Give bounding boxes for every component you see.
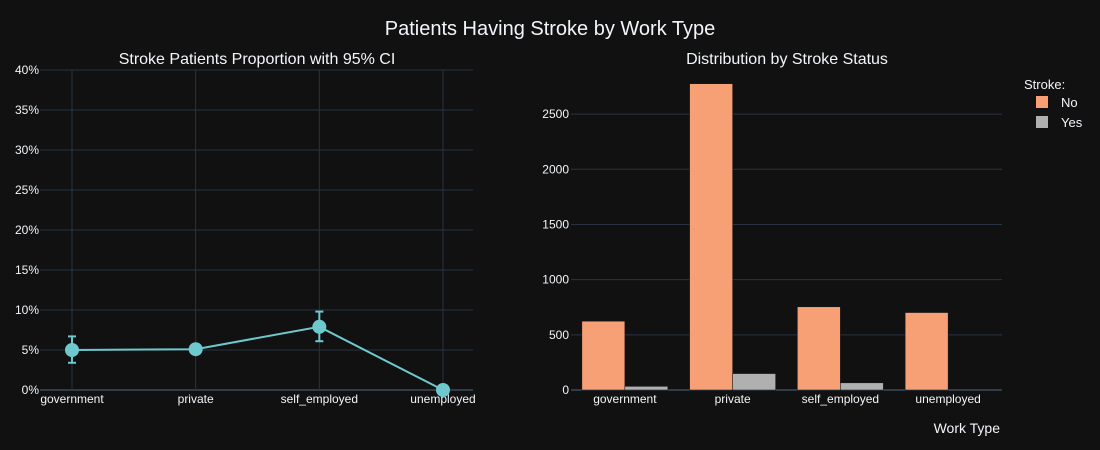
left-y-ticks: 0% 5% 10% 15% 20% 25% 30% 35% 40% [15, 63, 39, 397]
proportion-plot: Stroke Patients Proportion with 95% CI 0… [15, 51, 476, 406]
left-y-tick-label: 25% [15, 183, 39, 197]
left-y-tick-label: 0% [22, 383, 40, 397]
data-point-self_employed [312, 319, 327, 334]
bar-private-no [689, 83, 733, 391]
right-y-tick-label: 2000 [542, 162, 569, 176]
right-x-tick-label: private [715, 392, 751, 406]
legend-title: Stroke: [1024, 77, 1065, 92]
left-x-tick-label: private [178, 392, 214, 406]
right-x-tick-label: government [593, 392, 657, 406]
data-point-government [65, 343, 79, 357]
distribution-plot: Distribution by Stroke Status 0 500 1000 15… [542, 51, 1002, 436]
legend-label-yes: Yes [1061, 115, 1083, 130]
right-y-tick-label: 2500 [542, 107, 569, 121]
legend: Stroke: No Yes [1024, 77, 1083, 130]
bar-private-yes [732, 373, 776, 391]
data-point-private [188, 342, 203, 357]
legend-item-no[interactable]: No [1036, 95, 1078, 110]
right-y-tick-label: 1500 [542, 217, 569, 231]
right-y-tick-label: 0 [562, 383, 569, 397]
bar-government-yes [624, 386, 669, 391]
right-x-tick-label: self_employed [802, 392, 879, 406]
legend-item-yes[interactable]: Yes [1036, 115, 1083, 130]
left-x-ticks: government private self_employed unemployed [40, 392, 475, 406]
left-x-tick-label: government [40, 392, 104, 406]
bar-unemployed-no [904, 312, 949, 391]
left-points [65, 319, 450, 397]
left-subplot-title: Stroke Patients Proportion with 95% CI [119, 51, 396, 68]
right-x-tick-label: unemployed [915, 392, 980, 406]
left-y-tick-label: 5% [22, 343, 40, 357]
legend-label-no: No [1061, 95, 1078, 110]
left-x-tick-label: self_employed [281, 392, 358, 406]
right-subplot-title: Distribution by Stroke Status [686, 51, 888, 68]
left-y-tick-label: 35% [15, 103, 39, 117]
right-y-tick-label: 1000 [542, 273, 569, 287]
left-y-tick-label: 15% [15, 263, 39, 277]
proportion-line [71, 325, 444, 391]
bar-government-no [581, 320, 626, 391]
left-y-tick-label: 40% [15, 63, 39, 77]
legend-swatch-yes [1036, 116, 1048, 128]
right-bars [581, 83, 949, 391]
bar-self_employed-no [797, 306, 841, 391]
left-y-tick-label: 20% [15, 223, 39, 237]
left-y-tick-label: 30% [15, 143, 39, 157]
left-x-tick-label: unemployed [410, 392, 475, 406]
right-x-axis-title: Work Type [934, 420, 1001, 436]
left-grid [40, 69, 473, 391]
right-x-ticks: government private self_employed unemployed [593, 392, 981, 406]
chart-title: Patients Having Stroke by Work Type [385, 18, 716, 40]
right-y-tick-label: 500 [549, 328, 569, 342]
bar-self_employed-yes [840, 382, 884, 391]
left-y-tick-label: 10% [15, 303, 39, 317]
data-point-unemployed [436, 383, 450, 397]
legend-swatch-no [1036, 96, 1048, 108]
right-y-ticks: 0 500 1000 1500 2000 2500 [542, 107, 569, 397]
